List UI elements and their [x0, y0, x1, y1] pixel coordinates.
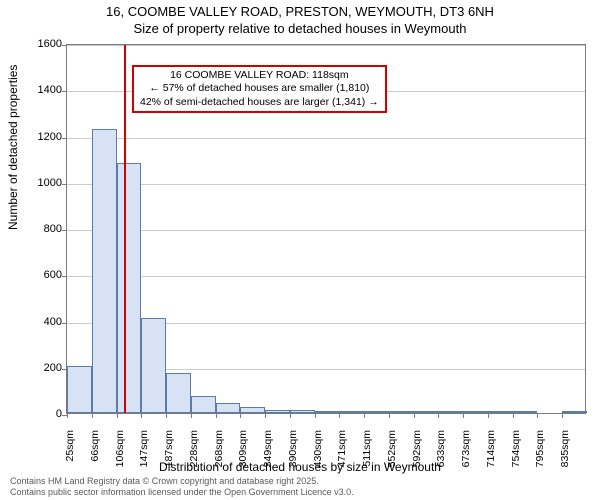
y-axis-label-text: Number of detached properties: [6, 65, 20, 230]
histogram-bar: [117, 163, 142, 413]
xtick-mark: [438, 413, 439, 418]
histogram-bar: [240, 407, 265, 413]
gridline: [67, 230, 585, 231]
annotation-line: 42% of semi-detached houses are larger (…: [140, 96, 379, 109]
ytick-label: 400: [22, 316, 62, 328]
ytick-mark: [62, 91, 67, 92]
gridline: [67, 276, 585, 277]
annotation-line: 16 COOMBE VALLEY ROAD: 118sqm: [140, 69, 379, 82]
histogram-bar: [414, 411, 439, 413]
histogram-bar: [141, 318, 166, 413]
y-axis-label: Number of detached properties: [6, 65, 20, 230]
xtick-mark: [463, 413, 464, 418]
histogram-bar: [389, 411, 414, 413]
histogram-bar: [364, 411, 389, 413]
attribution-footer: Contains HM Land Registry data © Crown c…: [10, 476, 354, 498]
histogram-bar: [216, 403, 241, 413]
xtick-mark: [339, 413, 340, 418]
gridline: [67, 138, 585, 139]
subject-marker-line: [124, 45, 126, 413]
xtick-mark: [191, 413, 192, 418]
xtick-mark: [562, 413, 563, 418]
ytick-label: 600: [22, 269, 62, 281]
xtick-mark: [216, 413, 217, 418]
ytick-mark: [62, 138, 67, 139]
xtick-mark: [166, 413, 167, 418]
histogram-bar: [438, 411, 463, 413]
x-axis-label: Distribution of detached houses by size …: [0, 460, 600, 474]
ytick-label: 1000: [22, 177, 62, 189]
plot-area: 16 COOMBE VALLEY ROAD: 118sqm← 57% of de…: [66, 44, 586, 414]
xtick-mark: [389, 413, 390, 418]
ytick-label: 800: [22, 223, 62, 235]
footer-line-1: Contains HM Land Registry data © Crown c…: [10, 476, 354, 487]
xtick-mark: [265, 413, 266, 418]
histogram-bar: [513, 411, 538, 413]
histogram-bar: [488, 411, 513, 413]
xtick-mark: [364, 413, 365, 418]
ytick-mark: [62, 323, 67, 324]
chart-container: 16, COOMBE VALLEY ROAD, PRESTON, WEYMOUT…: [0, 0, 600, 500]
ytick-mark: [62, 276, 67, 277]
histogram-bar: [339, 411, 364, 413]
gridline: [67, 45, 585, 46]
ytick-label: 1600: [22, 38, 62, 50]
xtick-mark: [414, 413, 415, 418]
annotation-line: ← 57% of detached houses are smaller (1,…: [140, 82, 379, 95]
ytick-mark: [62, 230, 67, 231]
histogram-bar: [67, 366, 92, 413]
xtick-mark: [117, 413, 118, 418]
ytick-label: 1200: [22, 131, 62, 143]
histogram-bar: [463, 411, 488, 413]
histogram-bar: [166, 373, 191, 413]
histogram-bar: [265, 410, 290, 413]
histogram-bar: [191, 396, 216, 413]
xtick-mark: [315, 413, 316, 418]
title-line-1: 16, COOMBE VALLEY ROAD, PRESTON, WEYMOUT…: [0, 4, 600, 21]
histogram-bar: [92, 129, 117, 413]
title-line-2: Size of property relative to detached ho…: [0, 21, 600, 38]
title-block: 16, COOMBE VALLEY ROAD, PRESTON, WEYMOUT…: [0, 4, 600, 38]
histogram-bar: [315, 411, 340, 413]
xtick-mark: [92, 413, 93, 418]
xtick-mark: [240, 413, 241, 418]
xtick-mark: [513, 413, 514, 418]
gridline: [67, 184, 585, 185]
ytick-label: 200: [22, 362, 62, 374]
x-axis-label-text: Distribution of detached houses by size …: [159, 460, 441, 474]
annotation-box: 16 COOMBE VALLEY ROAD: 118sqm← 57% of de…: [132, 65, 387, 112]
ytick-label: 1400: [22, 84, 62, 96]
ytick-mark: [62, 184, 67, 185]
ytick-label: 0: [22, 408, 62, 420]
ytick-mark: [62, 45, 67, 46]
xtick-mark: [537, 413, 538, 418]
footer-line-2: Contains public sector information licen…: [10, 487, 354, 498]
histogram-bar: [290, 410, 315, 413]
histogram-bar: [562, 411, 587, 413]
xtick-mark: [488, 413, 489, 418]
xtick-mark: [67, 413, 68, 418]
xtick-mark: [141, 413, 142, 418]
xtick-mark: [290, 413, 291, 418]
